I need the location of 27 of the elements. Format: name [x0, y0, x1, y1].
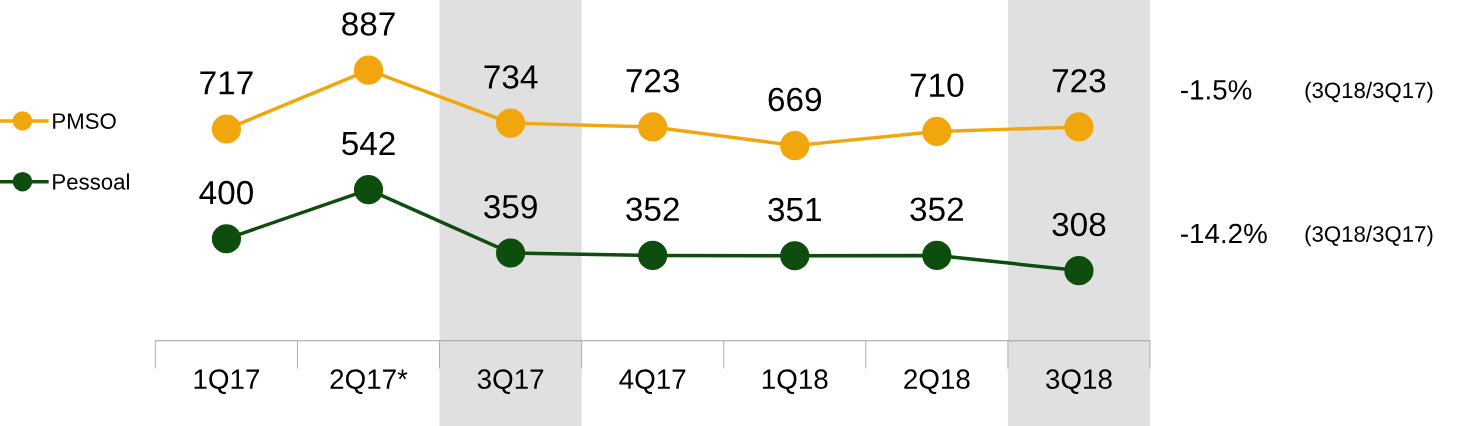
- data-label: 352: [910, 197, 963, 222]
- data-label: 351: [768, 197, 821, 222]
- legend-label: PMSO: [53, 113, 116, 129]
- data-label: 669: [768, 87, 821, 112]
- text: (3Q18/3Q17): [1305, 225, 1433, 247]
- x-tick-label: 1Q18: [762, 369, 828, 394]
- data-label: 359: [484, 195, 537, 219]
- text: -1.5%: [1181, 80, 1252, 100]
- data-label: 308: [1052, 212, 1106, 237]
- x-tick-label: 1Q17: [194, 369, 260, 394]
- legend-label: Pessoal: [53, 173, 129, 190]
- data-label: 723: [626, 68, 680, 93]
- data-label: 734: [484, 65, 538, 89]
- data-label: 352: [626, 197, 679, 222]
- x-tick-label: 2Q18: [904, 369, 970, 394]
- data-label: 717: [200, 71, 253, 95]
- data-label: 542: [342, 131, 395, 156]
- x-tick-label: 3Q17: [477, 369, 544, 394]
- data-label: 723: [1052, 68, 1106, 93]
- data-label: 710: [910, 73, 964, 98]
- text: -14.2%: [1181, 223, 1267, 244]
- x-tick-label: 2Q17*: [330, 369, 408, 394]
- x-tick-label: 3Q18: [1046, 369, 1112, 394]
- x-tick-label: 4Q17: [619, 369, 686, 394]
- data-label: 400: [199, 180, 253, 205]
- data-label: 887: [342, 12, 395, 36]
- text: (3Q18/3Q17): [1305, 81, 1433, 103]
